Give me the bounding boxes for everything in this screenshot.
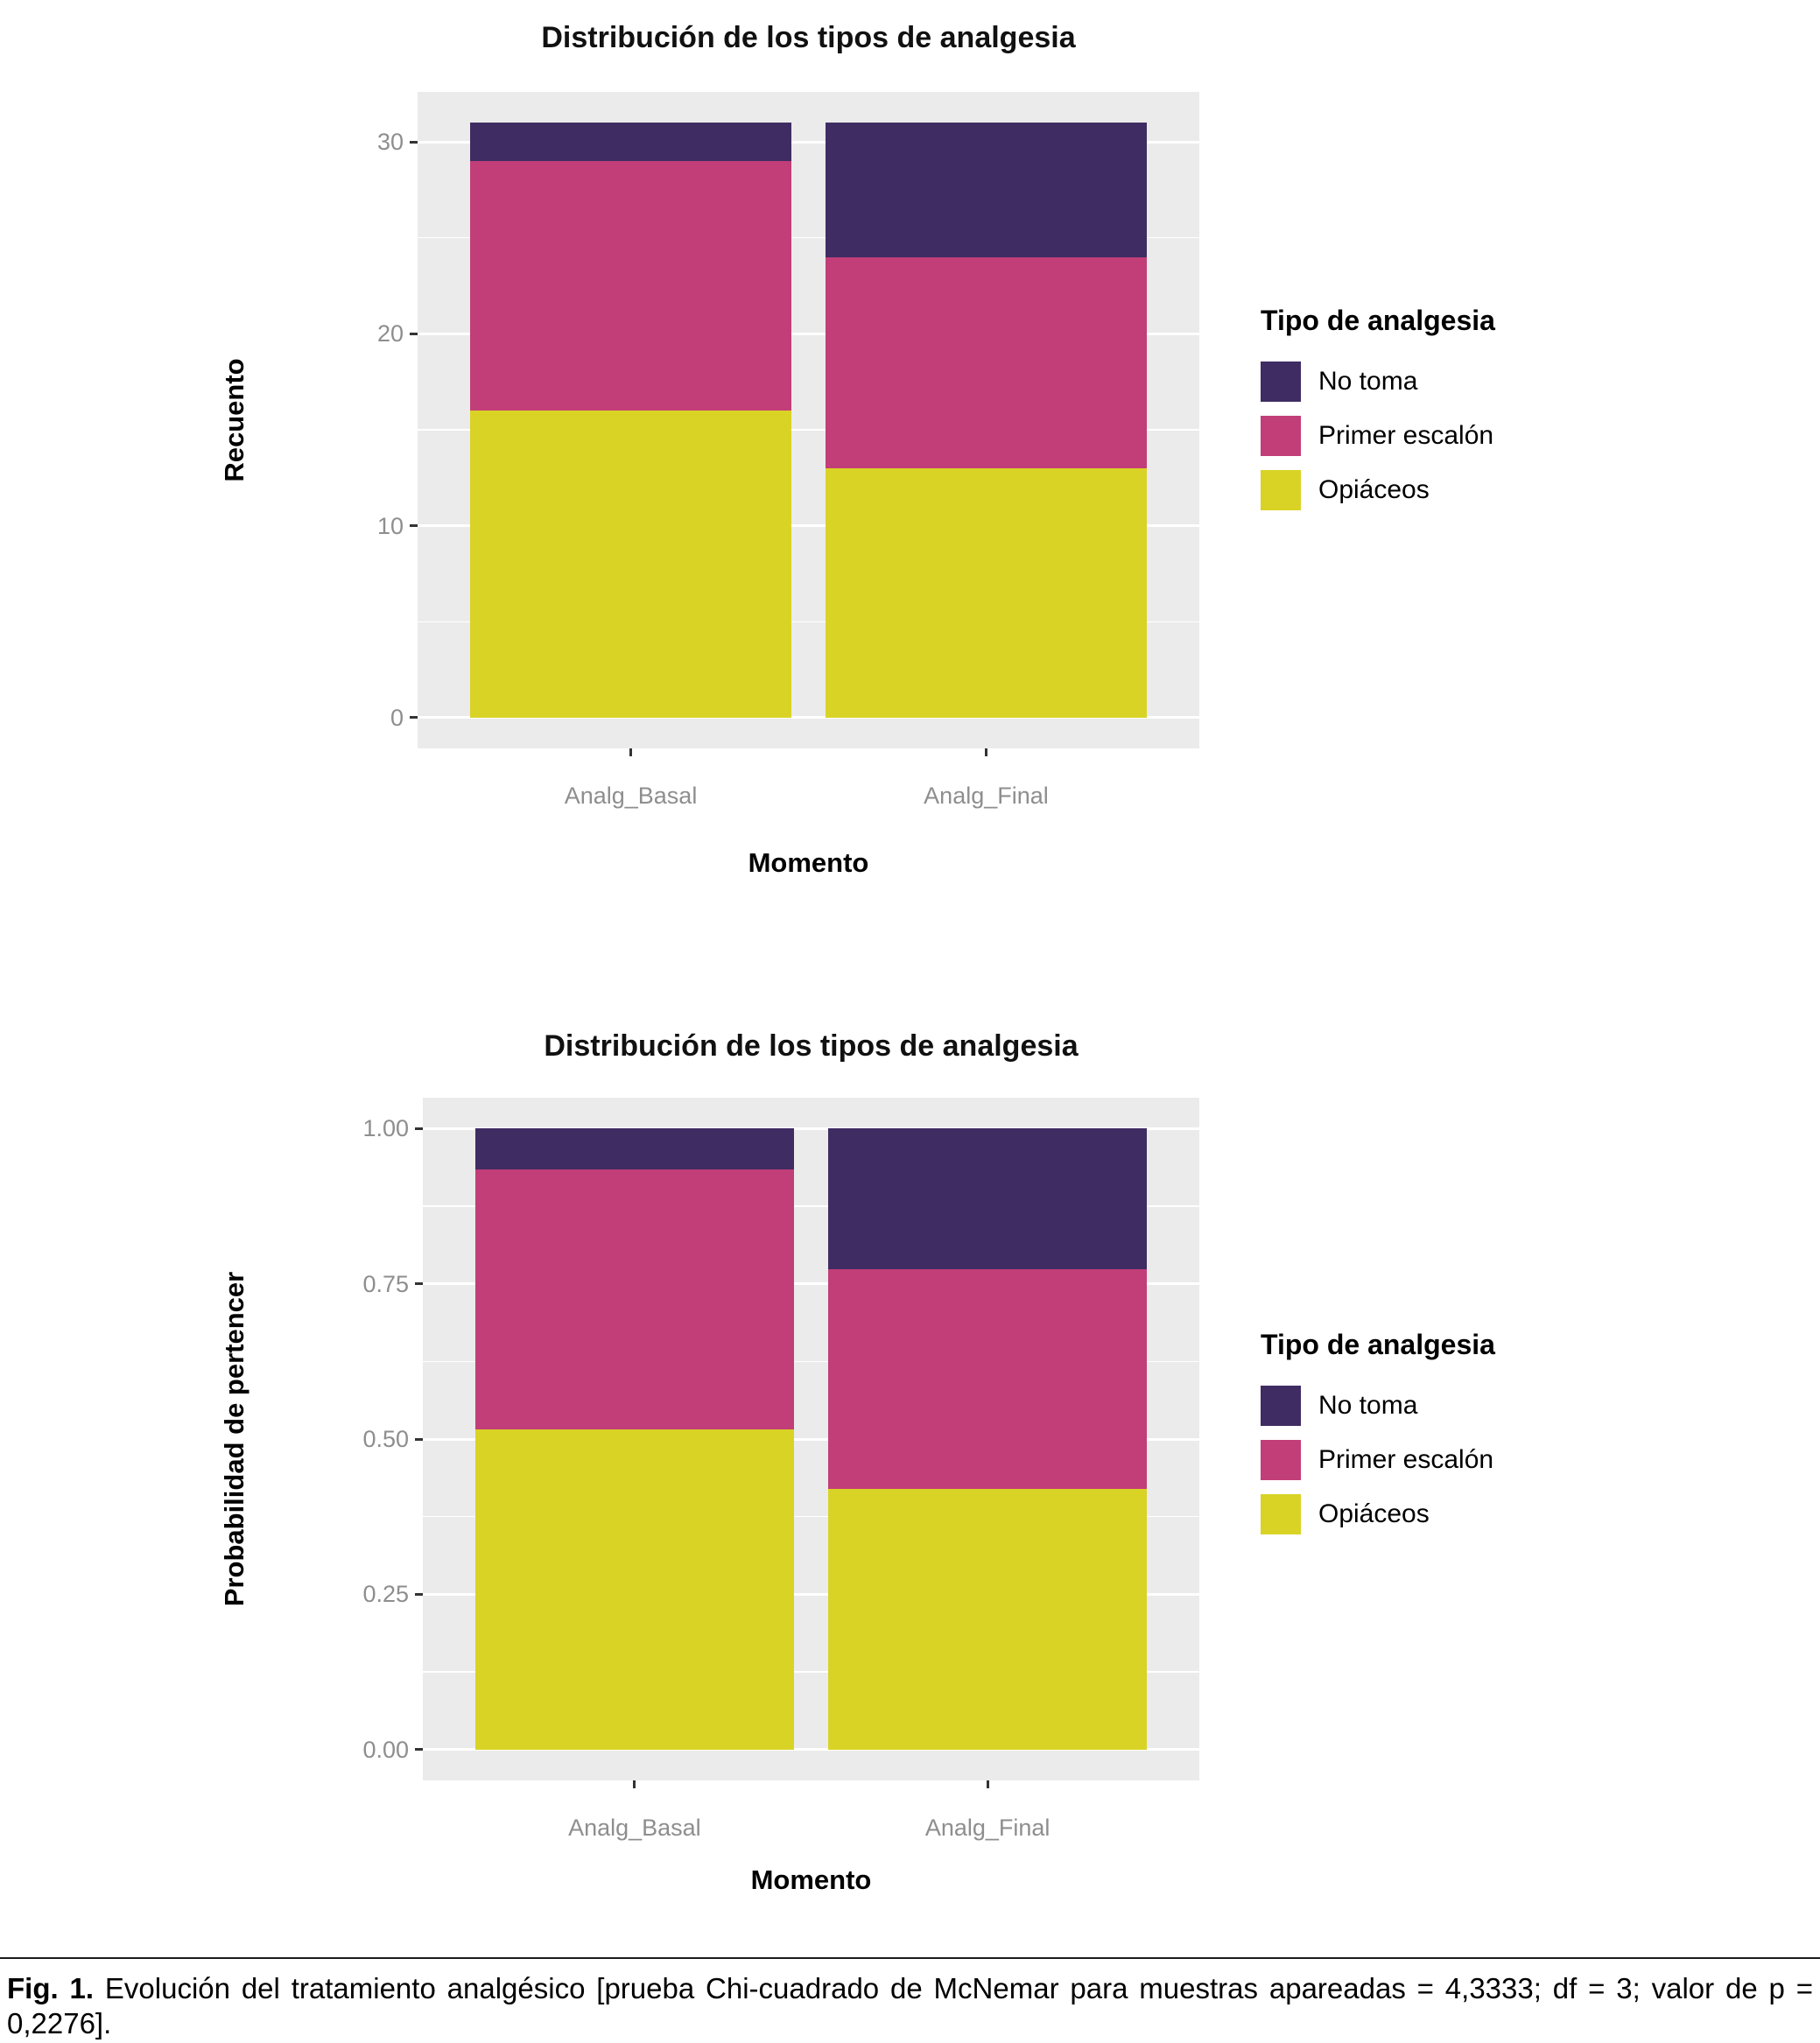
legend-item: Primer escalón [1261, 416, 1495, 456]
y-tick-label: 10 [376, 512, 404, 539]
x-tick-label: Analg_Basal [568, 1815, 701, 1841]
caption-text: Evolución del tratamiento analgésico [pr… [7, 1972, 1814, 2039]
y-tick-mark [410, 524, 418, 528]
count-chart: Distribución de los tipos de analgesia R… [0, 0, 1820, 945]
x-tick-mark [984, 748, 987, 756]
legend-label: Opiáceos [1318, 1499, 1430, 1528]
bar-segment [475, 1429, 794, 1750]
y-tick-mark [415, 1592, 423, 1596]
legend-label: Opiáceos [1318, 475, 1430, 504]
legend-item: Opiáceos [1261, 470, 1495, 510]
bar-segment [826, 256, 1147, 468]
major-gridline [423, 1748, 1199, 1752]
minor-gridline [423, 1360, 1199, 1363]
x-tick-label: Analg_Final [924, 783, 1049, 809]
legend-item: Primer escalón [1261, 1440, 1495, 1480]
y-tick-label: 0.50 [362, 1426, 409, 1452]
minor-gridline [423, 1205, 1199, 1207]
minor-gridline [423, 1671, 1199, 1673]
legend-key-primer-escalon [1261, 416, 1301, 456]
major-gridline [418, 524, 1199, 528]
legend: Tipo de analgesia No toma Primer escalón… [1261, 305, 1495, 524]
y-tick-mark [410, 716, 418, 720]
proportion-chart: Distribución de los tipos de analgesia P… [0, 980, 1820, 1952]
legend-key-primer-escalon [1261, 1440, 1301, 1480]
major-gridline [418, 716, 1199, 720]
bar-segment [828, 1489, 1147, 1750]
x-axis-title: Momento [748, 847, 869, 878]
y-tick-mark [410, 332, 418, 335]
y-tick-label: 0.75 [362, 1270, 409, 1297]
y-tick-label: 0.25 [362, 1581, 409, 1608]
y-axis-title: Recuento [219, 358, 249, 482]
y-tick-mark [415, 1282, 423, 1286]
legend: Tipo de analgesia No toma Primer escalón… [1261, 1329, 1495, 1548]
major-gridline [423, 1127, 1199, 1130]
minor-gridline [418, 429, 1199, 431]
y-tick-label: 20 [376, 320, 404, 348]
y-tick-label: 0.00 [362, 1736, 409, 1763]
bar-segment [470, 411, 791, 718]
bar-segment [826, 467, 1147, 718]
legend-item: No toma [1261, 362, 1495, 402]
legend-item: Opiáceos [1261, 1494, 1495, 1534]
bar-segment [828, 1128, 1147, 1269]
y-tick-mark [415, 1437, 423, 1441]
major-gridline [418, 332, 1199, 335]
legend-title: Tipo de analgesia [1261, 305, 1495, 336]
legend-key-opiaceos [1261, 470, 1301, 510]
figure-caption: Fig. 1. Evolución del tratamiento analgé… [7, 1971, 1813, 2040]
bar-segment [828, 1268, 1147, 1490]
legend-label: No toma [1318, 1391, 1418, 1420]
bar-segment [826, 123, 1147, 257]
y-tick-label: 30 [376, 129, 404, 156]
y-tick-mark [415, 1127, 423, 1130]
legend-label: Primer escalón [1318, 1445, 1494, 1474]
major-gridline [423, 1282, 1199, 1286]
caption-label: Fig. 1. [7, 1972, 95, 2004]
bar-segment [475, 1128, 794, 1169]
legend-title: Tipo de analgesia [1261, 1329, 1495, 1360]
major-gridline [418, 140, 1199, 144]
y-tick-mark [410, 140, 418, 144]
chart-title: Distribución de los tipos de analgesia [544, 1029, 1079, 1063]
major-gridline [423, 1592, 1199, 1596]
chart-title: Distribución de los tipos de analgesia [541, 21, 1076, 54]
legend-key-no-toma [1261, 1386, 1301, 1426]
legend-label: No toma [1318, 367, 1418, 396]
x-tick-mark [629, 748, 633, 756]
x-tick-label: Analg_Final [924, 1815, 1051, 1841]
minor-gridline [418, 236, 1199, 239]
legend-key-no-toma [1261, 362, 1301, 402]
x-tick-mark [986, 1780, 989, 1788]
x-tick-label: Analg_Basal [564, 783, 698, 809]
x-axis-title: Momento [750, 1864, 872, 1895]
bar-segment [470, 123, 791, 161]
y-tick-label: 0 [390, 704, 404, 731]
y-tick-label: 1.00 [362, 1115, 409, 1142]
y-tick-mark [415, 1748, 423, 1752]
minor-gridline [423, 1515, 1199, 1518]
legend-label: Primer escalón [1318, 421, 1494, 450]
caption-divider [0, 1957, 1820, 1959]
legend-key-opiaceos [1261, 1494, 1301, 1534]
minor-gridline [418, 621, 1199, 622]
legend-item: No toma [1261, 1386, 1495, 1426]
bar-segment [470, 160, 791, 411]
x-tick-mark [633, 1780, 636, 1788]
bar-segment [475, 1169, 794, 1429]
major-gridline [423, 1437, 1199, 1441]
